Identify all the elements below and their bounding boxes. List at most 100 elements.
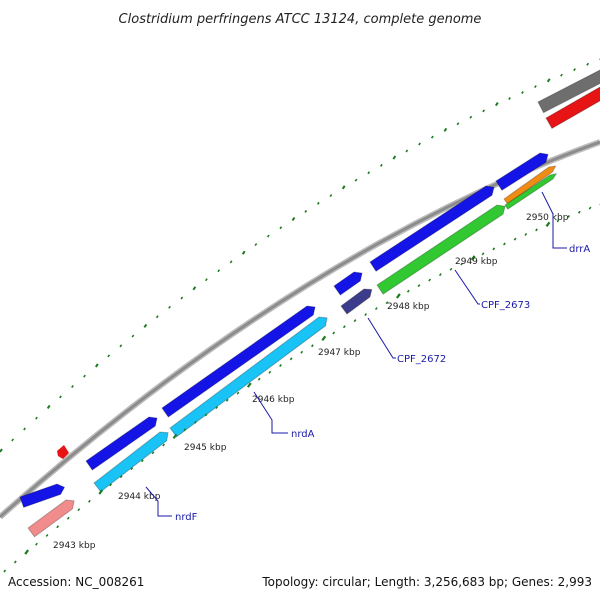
gene-label-cpf2673[interactable]: CPF_2673 xyxy=(481,300,530,311)
gene-feature-grey[interactable] xyxy=(537,69,600,114)
leader-line-cpf2672 xyxy=(367,317,396,359)
outer-dot xyxy=(354,178,358,182)
minor-tick xyxy=(225,398,229,402)
major-tick xyxy=(470,255,476,261)
minor-tick xyxy=(66,516,70,520)
outer-dot xyxy=(180,296,184,300)
outer-dot xyxy=(46,404,51,410)
tick-label-2948: 2948 kbp xyxy=(387,302,430,312)
minor-tick xyxy=(300,350,304,354)
major-tick xyxy=(98,489,104,495)
outer-dot xyxy=(430,135,434,139)
minor-tick xyxy=(535,228,538,232)
outer-dot xyxy=(443,127,448,132)
outer-dot xyxy=(204,278,208,282)
minor-tick xyxy=(417,284,421,288)
gene-feature-navy[interactable] xyxy=(340,288,373,315)
tick-label-2946: 2946 kbp xyxy=(252,395,295,405)
minor-tick xyxy=(162,443,165,447)
minor-tick xyxy=(279,364,282,368)
outer-dot xyxy=(266,234,270,238)
outer-dot xyxy=(586,62,590,66)
outer-dot xyxy=(379,163,383,167)
gene-label-cpf2672[interactable]: CPF_2672 xyxy=(397,354,446,365)
tick-label-2950: 2950 kbp xyxy=(526,213,569,223)
minor-tick xyxy=(374,307,378,311)
gene-feature-blue[interactable] xyxy=(333,271,363,296)
tick-label-2945: 2945 kbp xyxy=(184,443,227,453)
leader-line-cpf2673 xyxy=(454,269,480,305)
map-title: Clostridium perfringens ATCC 13124, comp… xyxy=(119,12,482,27)
minor-tick xyxy=(428,278,432,282)
outer-dot xyxy=(107,354,111,358)
gene-feature-cyan[interactable] xyxy=(93,431,169,493)
minor-tick xyxy=(492,247,496,251)
minor-tick xyxy=(364,313,368,317)
gene-feature-blue[interactable] xyxy=(85,416,158,471)
gene-feature-green[interactable] xyxy=(504,173,558,210)
gene-feature-salmon[interactable] xyxy=(27,499,75,538)
minor-tick xyxy=(342,325,346,329)
minor-tick xyxy=(109,483,112,487)
minor-tick xyxy=(406,289,410,293)
outer-dot xyxy=(405,149,409,153)
minor-tick xyxy=(449,267,453,271)
feature-track xyxy=(19,69,600,538)
outer-dot xyxy=(192,286,197,291)
minor-tick xyxy=(588,206,592,210)
minor-tick xyxy=(204,413,208,417)
outer-dot xyxy=(560,73,563,77)
minor-tick xyxy=(3,569,7,573)
gene-label-nrda[interactable]: nrdA xyxy=(291,429,315,440)
outer-dot xyxy=(546,78,551,83)
gene-feature-orange[interactable] xyxy=(503,165,557,205)
gene-feature-green[interactable] xyxy=(376,204,506,295)
outer-dot xyxy=(155,315,159,319)
gene-feature-blue[interactable] xyxy=(495,152,549,191)
outer-dot xyxy=(418,142,421,146)
outer-dot xyxy=(119,344,123,348)
minor-tick xyxy=(194,420,197,424)
minor-tick xyxy=(257,377,261,381)
outer-dot xyxy=(11,438,15,442)
gene-feature-blue[interactable] xyxy=(161,305,316,418)
outer-dot xyxy=(573,68,576,72)
minor-tick xyxy=(130,467,134,471)
gene-feature-blue[interactable] xyxy=(19,483,66,509)
outer-dot xyxy=(341,185,346,190)
outer-dot xyxy=(534,85,537,89)
outer-dot xyxy=(131,334,135,338)
outer-dot xyxy=(316,201,320,205)
gene-label-drra[interactable]: drrA xyxy=(569,244,590,255)
outer-dot xyxy=(168,305,171,309)
gene-feature-blue[interactable] xyxy=(369,185,495,272)
genome-summary-text: Topology: circular; Length: 3,256,683 bp… xyxy=(261,575,592,589)
outer-dot xyxy=(217,269,221,273)
minor-tick xyxy=(503,242,506,246)
outer-dot xyxy=(456,122,460,126)
minor-tick xyxy=(524,232,528,236)
outer-dot xyxy=(143,323,148,328)
minor-tick xyxy=(151,451,155,455)
outer-dot xyxy=(329,194,333,198)
minor-tick xyxy=(56,525,60,529)
gene-feature-red[interactable] xyxy=(545,86,600,130)
outer-dot xyxy=(508,96,511,100)
major-tick xyxy=(24,549,30,555)
gene-label-nrdf[interactable]: nrdF xyxy=(175,512,198,523)
outer-dot xyxy=(254,243,258,247)
outer-dot xyxy=(469,115,473,119)
minor-tick xyxy=(88,499,91,503)
minor-tick xyxy=(481,252,485,256)
outer-dot xyxy=(95,363,99,368)
outer-dot xyxy=(279,226,283,230)
minor-tick xyxy=(141,459,144,463)
gene-feature-cyan[interactable] xyxy=(169,316,328,438)
outer-dot xyxy=(83,374,86,378)
major-tick xyxy=(396,293,401,299)
outer-dot xyxy=(521,90,524,94)
outer-dot xyxy=(229,260,233,264)
leader-line-nrdf xyxy=(145,486,172,517)
outer-dot xyxy=(304,209,308,213)
